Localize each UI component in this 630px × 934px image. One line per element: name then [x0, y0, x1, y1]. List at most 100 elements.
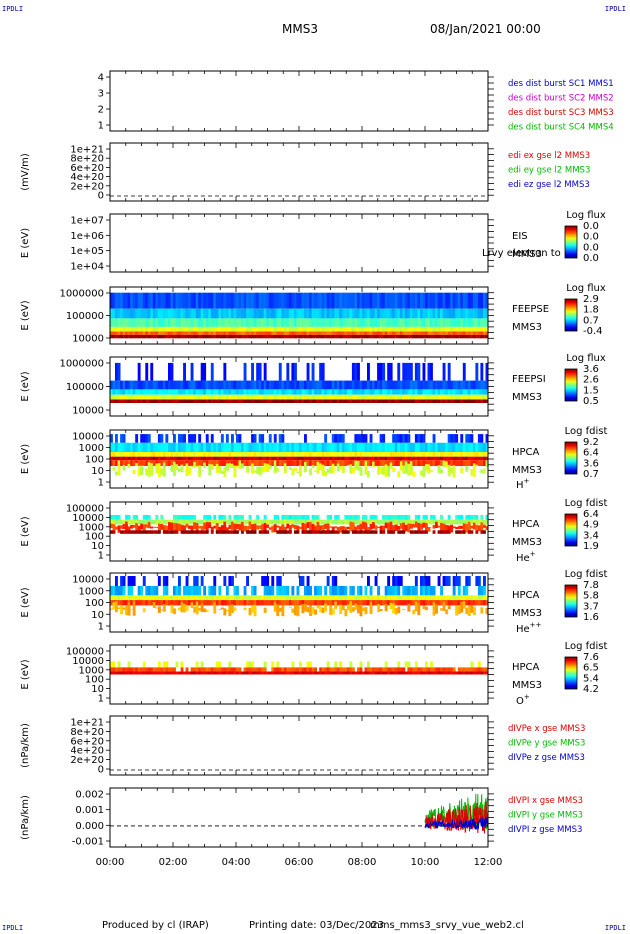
heatmap-cell — [465, 308, 469, 319]
heatmap-cell — [210, 434, 214, 443]
heatmap-cell — [374, 595, 378, 601]
heatmap-cell — [228, 452, 232, 457]
heatmap-cell — [175, 380, 179, 390]
heatmap-cell — [140, 394, 144, 400]
heatmap-cell — [362, 389, 365, 395]
legend-entry: des dist burst SC1 MMS1 — [508, 79, 614, 89]
heatmap-cell — [475, 334, 479, 339]
heatmap-cell — [208, 308, 212, 319]
heatmap-cell — [331, 519, 335, 525]
heatmap-cell — [483, 456, 486, 461]
heatmap-cell — [377, 380, 380, 390]
heatmap-cell — [437, 380, 441, 390]
heatmap-cell — [173, 399, 176, 403]
heatmap-cell — [233, 515, 237, 520]
heatmap-cell — [213, 394, 217, 400]
heatmap-cell — [397, 326, 401, 332]
heatmap-cell — [316, 394, 320, 400]
heatmap-cell — [344, 667, 348, 672]
heatmap-cell — [299, 292, 302, 309]
heatmap-cell — [362, 318, 365, 327]
heatmap-cell — [470, 394, 474, 400]
heatmap-cell — [339, 308, 343, 319]
heatmap-cell — [273, 434, 277, 443]
heatmap-cell — [447, 595, 451, 601]
heatmap-cell — [278, 595, 282, 601]
heatmap-cell — [263, 530, 267, 534]
heatmap-cell — [414, 326, 418, 332]
heatmap-cell — [460, 460, 464, 466]
heatmap-cell — [130, 380, 134, 390]
heatmap-cell — [452, 434, 456, 443]
heatmap-cell — [422, 465, 426, 478]
heatmap-cell — [369, 530, 373, 534]
heatmap-cell — [331, 586, 335, 596]
heatmap-cell — [442, 595, 446, 601]
heatmap-cell — [175, 442, 179, 453]
heatmap-cell — [236, 399, 239, 403]
heatmap-cell — [150, 292, 154, 309]
heatmap-cell — [228, 456, 232, 461]
colorbar-tick-label: 0.0 — [583, 242, 599, 253]
heatmap-cell — [183, 380, 186, 390]
heatmap-cell — [447, 362, 451, 381]
heatmap-cell — [281, 292, 285, 309]
heatmap-cell — [475, 600, 479, 606]
heatmap-cell — [452, 380, 456, 390]
heatmap-cell — [180, 389, 184, 395]
heatmap-cell — [372, 331, 375, 335]
heatmap-cell — [162, 586, 166, 596]
heatmap-cell — [253, 456, 257, 461]
heatmap-cell — [460, 671, 464, 675]
heatmap-cell — [115, 586, 118, 596]
spacecraft-label: MMS3 — [512, 249, 542, 260]
heatmap-cell — [251, 389, 254, 395]
heatmap-cell — [316, 389, 320, 395]
heatmap-cell — [203, 530, 207, 534]
heatmap-cell — [346, 380, 350, 390]
heatmap-cell — [157, 389, 161, 395]
heatmap-cell — [432, 399, 436, 403]
heatmap-cell — [142, 608, 146, 613]
heatmap-cell — [336, 318, 340, 327]
heatmap-cell — [190, 530, 194, 534]
heatmap-cell — [299, 389, 302, 395]
heatmap-cell — [334, 586, 338, 596]
heatmap-cell — [467, 605, 471, 616]
heatmap-cell — [480, 522, 484, 531]
heatmap-cell — [392, 452, 396, 457]
heatmap-cell — [125, 292, 128, 309]
heatmap-cell — [442, 394, 446, 400]
heatmap-cell — [115, 399, 118, 403]
heatmap-cell — [387, 667, 391, 672]
heatmap-cell — [309, 308, 312, 319]
heatmap-cell — [397, 471, 401, 478]
heatmap-cell — [437, 671, 441, 675]
heatmap-cell — [125, 600, 128, 606]
heatmap-cell — [465, 399, 469, 403]
heatmap-cell — [145, 442, 149, 453]
heatmap-cell — [440, 380, 443, 390]
legend-entry: edi ex gse l2 MMS3 — [508, 151, 590, 161]
heatmap-cell — [304, 399, 307, 403]
heatmap-cell — [316, 456, 320, 461]
heatmap-cell — [256, 380, 260, 390]
heatmap-cell — [145, 389, 149, 395]
heatmap-cell — [306, 380, 310, 390]
heatmap-cell — [309, 468, 312, 476]
y-tick-label: 1e+04 — [70, 262, 104, 273]
heatmap-cell — [455, 380, 459, 390]
heatmap-cell — [455, 527, 459, 530]
heatmap-cell — [329, 394, 333, 400]
heatmap-cell — [218, 442, 222, 453]
heatmap-cell — [288, 326, 292, 332]
heatmap-cell — [462, 460, 466, 466]
heatmap-cell — [188, 460, 191, 466]
heatmap-cell — [175, 595, 179, 601]
heatmap-cell — [450, 456, 454, 461]
heatmap-cell — [160, 519, 164, 525]
heatmap-cell — [283, 399, 287, 403]
heatmap-cell — [165, 456, 169, 461]
heatmap-cell — [223, 318, 227, 327]
heatmap-cell — [178, 389, 181, 395]
